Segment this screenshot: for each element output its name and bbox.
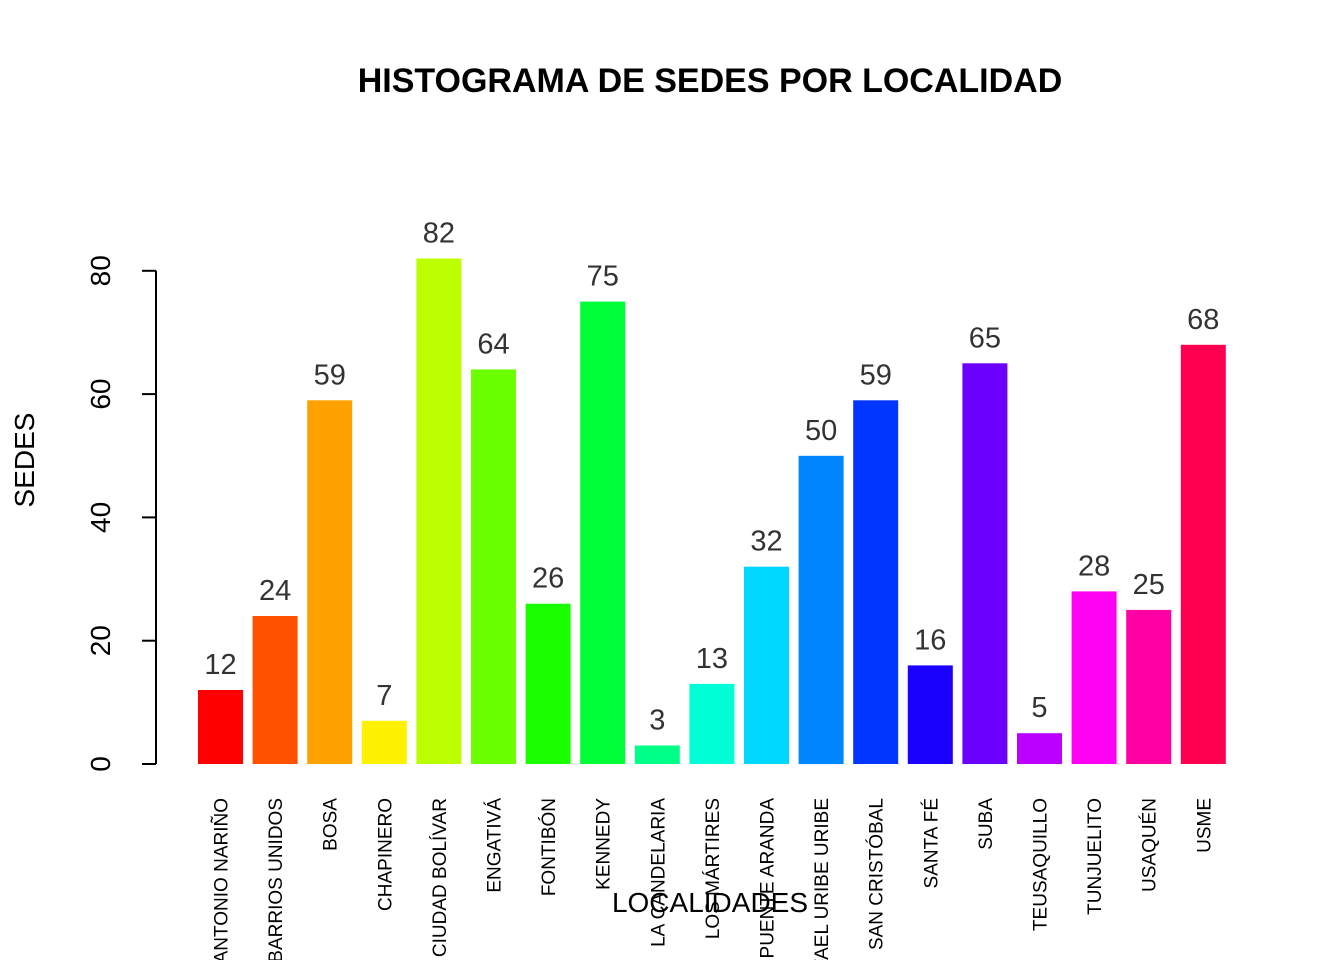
- x-tick-label: SUBA: [976, 798, 997, 850]
- bar: [798, 455, 844, 765]
- x-tick-label: USME: [1194, 798, 1215, 853]
- bar: [853, 400, 899, 764]
- data-label: 12: [204, 649, 236, 681]
- y-tick-label: 20: [85, 625, 116, 656]
- x-tick-label: SANTA FÉ: [921, 798, 942, 888]
- data-label: 64: [477, 328, 509, 360]
- chart-title: HISTOGRAMA DE SEDES POR LOCALIDAD: [358, 62, 1063, 100]
- x-tick-label: CHAPINERO: [375, 798, 396, 911]
- data-label: 59: [860, 359, 892, 391]
- x-tick-label: CIUDAD BOLÍVAR: [430, 798, 451, 957]
- bar: [1180, 344, 1226, 764]
- data-label: 25: [1133, 569, 1165, 601]
- bar: [744, 566, 789, 764]
- x-tick-label: TEUSAQUILLO: [1031, 798, 1052, 931]
- bar: [416, 258, 462, 764]
- bar: [198, 690, 243, 764]
- x-tick-label: KENNEDY: [594, 798, 615, 890]
- data-label: 3: [649, 705, 665, 737]
- bar: [1126, 609, 1172, 764]
- y-tick-label: 60: [85, 379, 116, 410]
- bar: [252, 616, 298, 764]
- y-tick-label: 0: [85, 756, 116, 772]
- x-tick-label: BARRIOS UNIDOS: [266, 798, 287, 960]
- bar: [307, 400, 353, 764]
- x-tick-label: SAN CRISTÓBAL: [866, 798, 888, 950]
- data-label: 65: [969, 322, 1001, 354]
- data-labels-group: 12 24 59 7 82 64 26 75 3 13 32 50 59 16 65 5 28 25 68: [204, 218, 1219, 737]
- y-tick-label: 80: [85, 255, 116, 286]
- x-tick-label: USAQUÉN: [1140, 798, 1161, 892]
- y-tick-label: 40: [85, 502, 116, 533]
- data-label: 32: [750, 526, 782, 558]
- data-label: 26: [532, 563, 564, 595]
- data-label: 16: [914, 624, 946, 656]
- data-label: 82: [423, 218, 455, 250]
- x-tick-label: PUENTE ARANDA: [758, 798, 779, 959]
- data-label: 13: [696, 643, 728, 675]
- x-tick-label: LA CANDELARIA: [648, 798, 669, 947]
- bar: [962, 363, 1008, 764]
- bar: [525, 603, 571, 764]
- bar: [471, 369, 516, 764]
- data-label: 5: [1031, 692, 1047, 724]
- x-tick-label: TUNJUELITO: [1085, 798, 1106, 915]
- data-label: 68: [1187, 304, 1219, 336]
- bar: [634, 745, 680, 764]
- bar: [907, 665, 953, 764]
- x-axis-label: LOCALIDADES: [612, 887, 808, 918]
- x-tick-label: ANTONIO NARIÑO: [211, 798, 233, 960]
- x-tick-label: RAFAEL URIBE URIBE: [812, 798, 833, 960]
- data-label: 24: [259, 575, 291, 607]
- x-tick-label: ENGATIVÁ: [485, 798, 506, 893]
- y-axis: 0 20 40 60 80: [85, 255, 157, 772]
- data-label: 75: [587, 261, 619, 293]
- bars-group: [198, 258, 1226, 765]
- x-tick-label: BOSA: [321, 798, 342, 851]
- bar: [1017, 733, 1062, 764]
- bar: [580, 301, 626, 764]
- data-label: 59: [314, 359, 346, 391]
- bar: [361, 720, 407, 764]
- data-label: 7: [376, 680, 392, 712]
- data-label: 28: [1078, 550, 1110, 582]
- bar: [1071, 591, 1117, 764]
- x-tick-labels-group: ANTONIO NARIÑO BARRIOS UNIDOS BOSA CHAPINER…: [211, 798, 1216, 960]
- x-tick-label: LOS MÁRTIRES: [703, 798, 724, 939]
- x-tick-label: FONTIBÓN: [538, 798, 560, 896]
- data-label: 50: [805, 415, 837, 447]
- y-axis-label: SEDES: [9, 413, 40, 508]
- bar: [689, 683, 735, 764]
